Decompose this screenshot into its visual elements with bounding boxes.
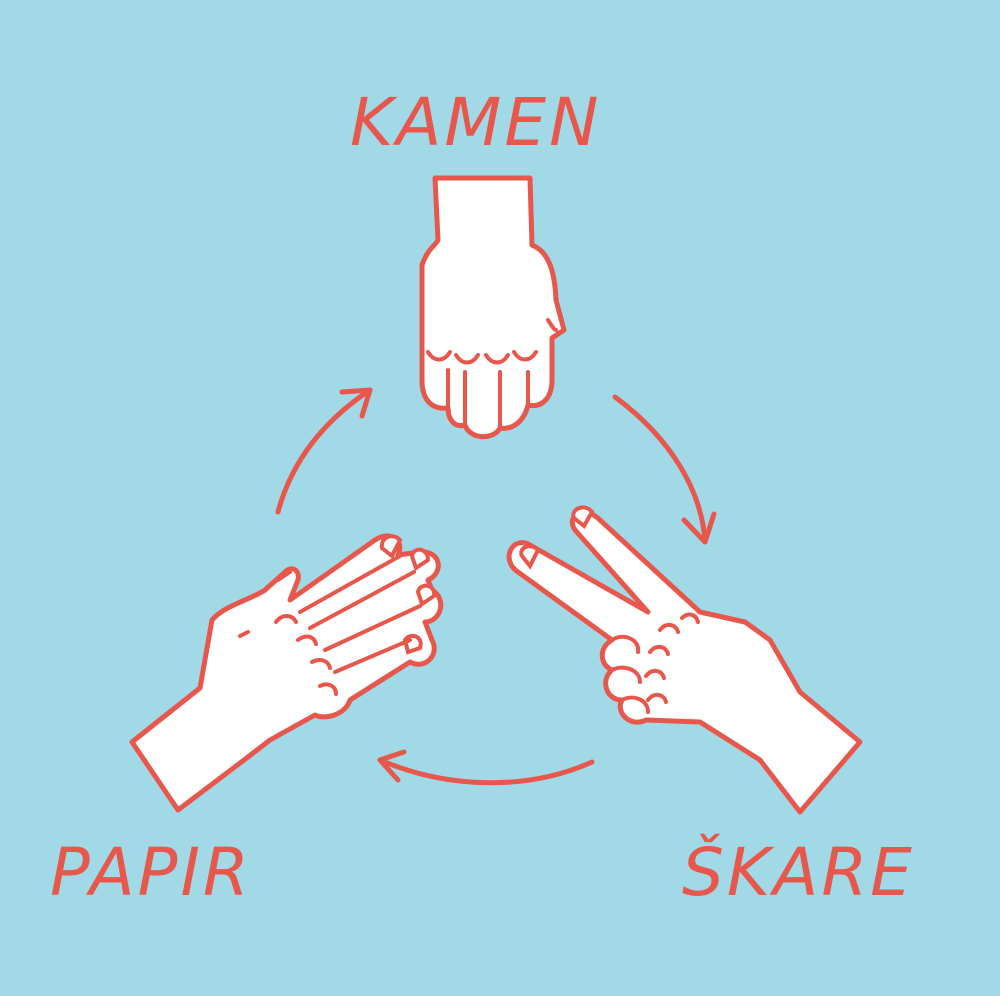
circular-arrow-icon — [275, 387, 717, 786]
paper-label: PAPIR — [50, 834, 252, 911]
scissors-label: ŠKARE — [682, 834, 915, 911]
fist-icon — [419, 175, 567, 440]
rock-label: KAMEN — [350, 84, 602, 161]
open-hand-icon — [129, 533, 444, 813]
two-fingers-icon — [506, 505, 863, 815]
